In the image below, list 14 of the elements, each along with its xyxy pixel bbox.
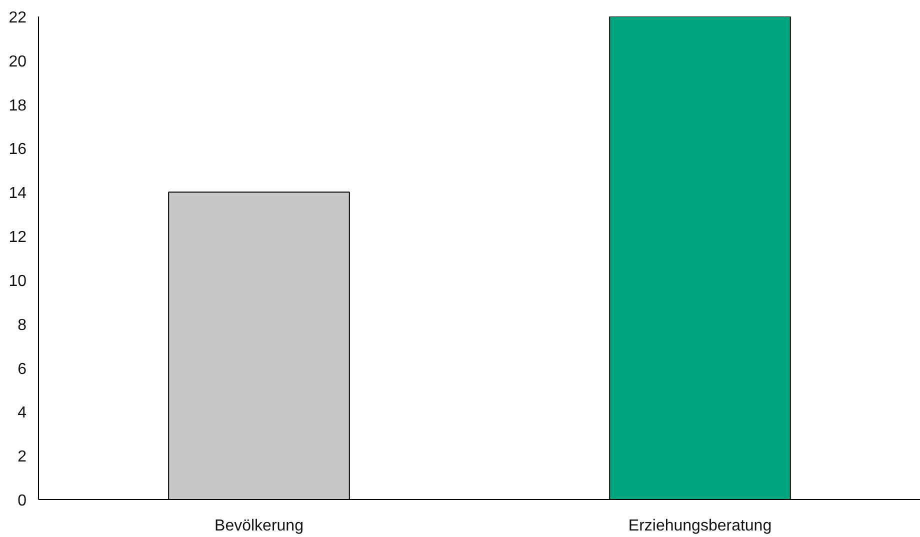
y-tick-label: 12 bbox=[8, 229, 27, 246]
y-tick-label: 22 bbox=[8, 10, 27, 26]
y-tick-label: 16 bbox=[8, 141, 27, 158]
y-tick-label: 18 bbox=[8, 97, 27, 114]
y-tick-label: 2 bbox=[18, 448, 27, 466]
x-tick-label: Erziehungsberatung bbox=[628, 518, 772, 534]
y-tick-label: 4 bbox=[18, 404, 27, 422]
y-tick-label: 0 bbox=[18, 492, 27, 510]
y-tick-label: 20 bbox=[8, 53, 27, 70]
y-tick-label: 8 bbox=[18, 316, 27, 334]
y-tick-label: 6 bbox=[18, 360, 27, 378]
y-tick-label: 10 bbox=[8, 272, 27, 290]
y-tick-label: 14 bbox=[8, 185, 27, 202]
x-tick-label: Bevölkerung bbox=[214, 518, 304, 534]
